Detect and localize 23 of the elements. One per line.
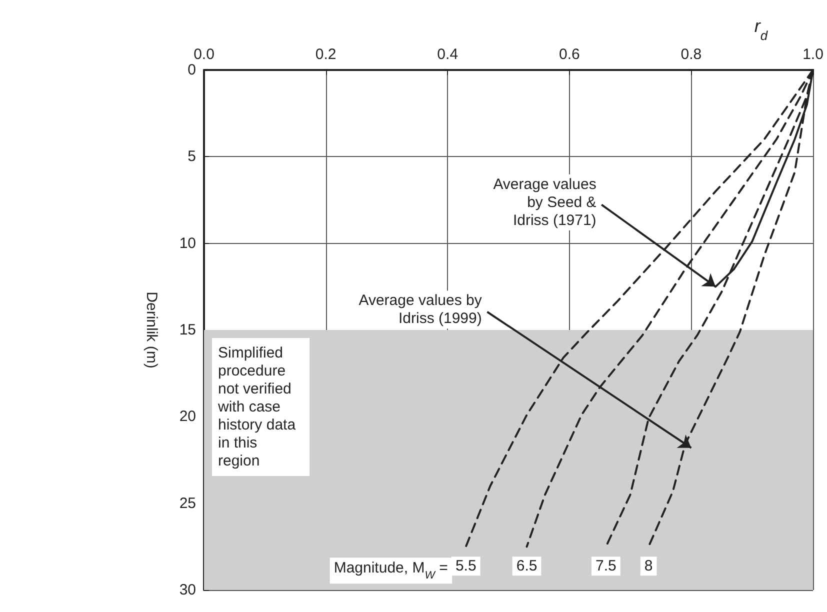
y-tick-label: 0: [188, 62, 196, 78]
x-tick-label: 1.0: [802, 46, 824, 63]
series-label: 8: [644, 558, 653, 575]
y-tick-label: 20: [179, 408, 196, 426]
x-tick-label: 0.6: [558, 46, 580, 63]
x-tick-label: 0.8: [680, 46, 702, 63]
series-label: 7.5: [596, 558, 616, 575]
x-tick-label: 0.4: [437, 46, 458, 63]
y-tick-label: 5: [188, 148, 196, 166]
x-tick-label: 0.0: [194, 46, 214, 63]
y-axis-title: Derinlik (m): [143, 292, 160, 368]
y-tick-label: 30: [179, 582, 196, 598]
series-label: 6.5: [516, 558, 538, 575]
annotation: Average values by Idriss (1999): [358, 292, 482, 328]
series-label: 5.5: [455, 558, 476, 575]
x-axis-title: r$_{d}$: [754, 16, 768, 42]
annotation: Average values by Seed & Idriss (1971): [493, 176, 596, 229]
band-label: Simplified procedure not verified with case history data in this region: [217, 344, 296, 470]
y-tick-label: 15: [179, 322, 196, 338]
x-tick-label: 0.2: [315, 46, 336, 63]
y-tick-label: 25: [179, 494, 196, 512]
annotation: Magnitude, M$_{W}$ =: [334, 560, 448, 582]
y-tick-label: 10: [179, 234, 196, 252]
